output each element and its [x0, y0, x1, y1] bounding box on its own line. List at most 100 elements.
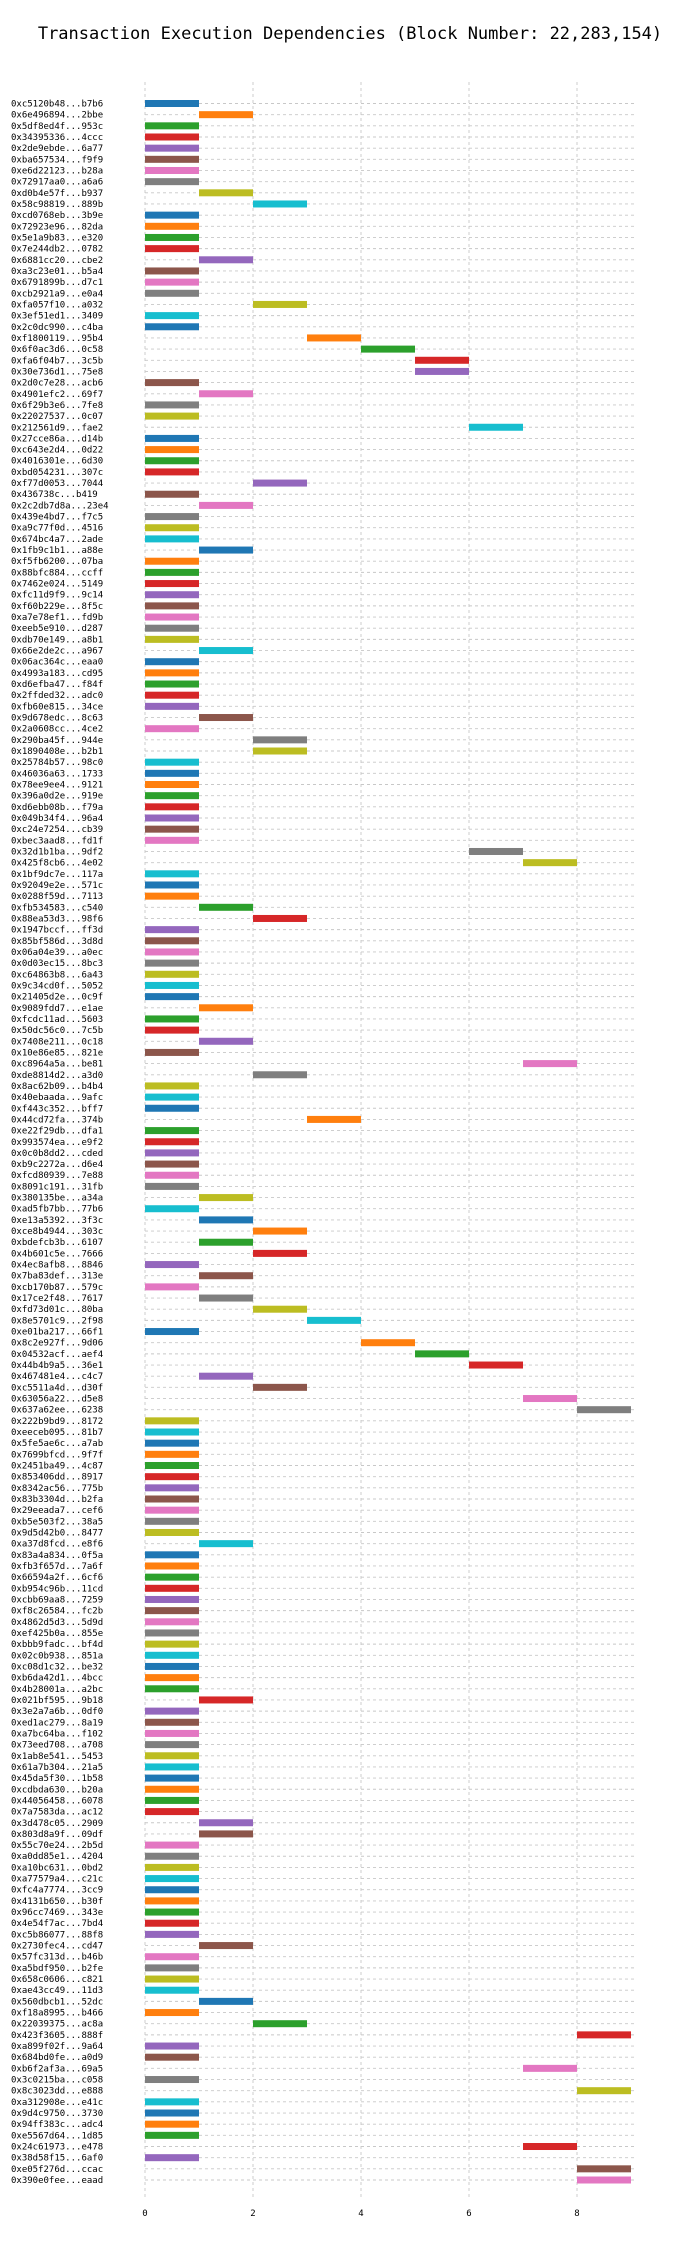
transaction-label: 0x25784b57...98c0 [11, 758, 103, 768]
execution-bar [145, 725, 199, 733]
execution-bar [469, 423, 523, 431]
execution-bar [145, 959, 199, 967]
transaction-label: 0x22039375...ac8a [11, 2020, 103, 2030]
transaction-label: 0xa3c23e01...b5a4 [11, 267, 103, 277]
execution-bar [199, 546, 253, 554]
transaction-label: 0xc5b86077...88f8 [11, 1930, 103, 1940]
transaction-label: 0xfd73d01c...80ba [11, 1305, 103, 1315]
execution-bar [145, 401, 199, 409]
transaction-label: 0x38d58f15...6af0 [11, 2154, 103, 2164]
transaction-label: 0x425f8cb6...4e02 [11, 859, 103, 869]
execution-bar [145, 1528, 199, 1536]
transaction-label: 0x1ab8e541...5453 [11, 1752, 103, 1762]
transaction-label: 0xfa6f04b7...3c5b [11, 356, 103, 366]
execution-bar [145, 1651, 199, 1659]
execution-bar [145, 602, 199, 610]
execution-bar [145, 1428, 199, 1436]
execution-bar [307, 1316, 361, 1324]
execution-bar [145, 981, 199, 989]
execution-bar [145, 1517, 199, 1525]
execution-bar [145, 1741, 199, 1749]
transaction-label: 0x4ec8afb8...8846 [11, 1261, 103, 1271]
transaction-label: 0x8ac62b09...b4b4 [11, 1082, 103, 1092]
transaction-label: 0x7a7583da...ac12 [11, 1808, 103, 1818]
execution-bar [145, 1171, 199, 1179]
execution-bar [145, 926, 199, 934]
transaction-label: 0xbd054231...307c [11, 468, 103, 478]
transaction-label: 0xcb2921a9...e0a4 [11, 289, 103, 299]
transaction-label: 0xcb170b87...579c [11, 1283, 103, 1293]
transaction-label: 0x27cce86a...d14b [11, 434, 103, 444]
transaction-label: 0xad5fb7bb...77b6 [11, 1205, 103, 1215]
transaction-label: 0xc8964a5a...be81 [11, 1060, 103, 1070]
transaction-label: 0xfb3f657d...7a6f [11, 1562, 103, 1572]
transaction-label: 0x853406dd...8917 [11, 1473, 103, 1483]
transaction-label: 0xc64863b8...6a43 [11, 970, 103, 980]
execution-bar [145, 1495, 199, 1503]
execution-bar [253, 1227, 307, 1235]
execution-bar [145, 2154, 199, 2162]
transaction-label: 0x9c34cd0f...5052 [11, 981, 103, 991]
execution-bar [253, 914, 307, 922]
transaction-label: 0xcbb69aa8...7259 [11, 1595, 103, 1605]
transaction-label: 0xfc4a7774...3cc9 [11, 1886, 103, 1896]
execution-bar [145, 1104, 199, 1112]
execution-bar [145, 1149, 199, 1157]
transaction-label: 0x222b9bd9...8172 [11, 1417, 103, 1427]
transaction-label: 0x6791899b...d7c1 [11, 278, 103, 288]
execution-bar [361, 1339, 415, 1347]
transaction-label: 0xa9c77f0d...4516 [11, 524, 103, 534]
execution-bar [145, 323, 199, 331]
execution-bar [145, 1975, 199, 1983]
transaction-label: 0x2c2db7d8a...23e4 [11, 501, 109, 511]
transaction-label: 0x1890408e...b2b1 [11, 747, 103, 757]
x-tick-label: 2 [250, 2209, 255, 2219]
execution-bar [145, 613, 199, 621]
execution-bar [523, 1060, 577, 1068]
execution-bar [145, 1897, 199, 1905]
execution-bar [577, 2176, 631, 2184]
transaction-label: 0x4131b650...b30f [11, 1897, 103, 1907]
execution-bar [145, 1160, 199, 1168]
transaction-label: 0xeeceb095...81b7 [11, 1428, 103, 1438]
execution-bar [145, 1886, 199, 1894]
transaction-label: 0x45da5f30...1b58 [11, 1774, 103, 1784]
execution-bar [145, 1841, 199, 1849]
transaction-label: 0x4862d5d3...5d9d [11, 1618, 103, 1628]
execution-bar [145, 803, 199, 811]
transaction-label: 0x72917aa0...a6a6 [11, 178, 103, 188]
transaction-label: 0x2d0c7e28...acb6 [11, 379, 103, 389]
transaction-label: 0xba657534...f9f9 [11, 155, 103, 165]
execution-bar [145, 1908, 199, 1916]
transaction-label: 0xb9c2272a...d6e4 [11, 1160, 103, 1170]
transaction-label: 0x22027537...0c07 [11, 412, 103, 422]
execution-bar [199, 111, 253, 119]
transaction-label: 0xe13a5392...3f3c [11, 1216, 103, 1226]
execution-bar [145, 1261, 199, 1269]
transaction-label: 0x8e5701c9...2f98 [11, 1316, 103, 1326]
execution-bar [145, 1662, 199, 1670]
execution-bar [145, 591, 199, 599]
transaction-label: 0x658c0606...c821 [11, 1975, 103, 1985]
transaction-label: 0xb6da42d1...4bcc [11, 1674, 103, 1684]
execution-bar [145, 2098, 199, 2106]
transaction-label: 0x467481e4...c4c7 [11, 1372, 103, 1382]
execution-bar [145, 312, 199, 320]
execution-bar [145, 1618, 199, 1626]
transaction-label: 0x46036a63...1733 [11, 769, 103, 779]
transaction-label: 0xde8814d2...a3d0 [11, 1071, 103, 1081]
transaction-label: 0xae43cc49...11d3 [11, 1986, 103, 1996]
execution-bar [145, 1953, 199, 1961]
transaction-label: 0xbec3aad8...fd1f [11, 836, 103, 846]
transaction-label: 0x24c61973...e478 [11, 2143, 103, 2153]
execution-bar [145, 1450, 199, 1458]
execution-bar [145, 691, 199, 699]
execution-bar [145, 1964, 199, 1972]
execution-bar [199, 189, 253, 197]
transaction-label: 0xa7bc64ba...f102 [11, 1729, 103, 1739]
execution-bar [145, 1138, 199, 1146]
execution-bar [145, 680, 199, 688]
transaction-label: 0xb954c96b...11cd [11, 1584, 103, 1594]
execution-bar [145, 2076, 199, 2084]
